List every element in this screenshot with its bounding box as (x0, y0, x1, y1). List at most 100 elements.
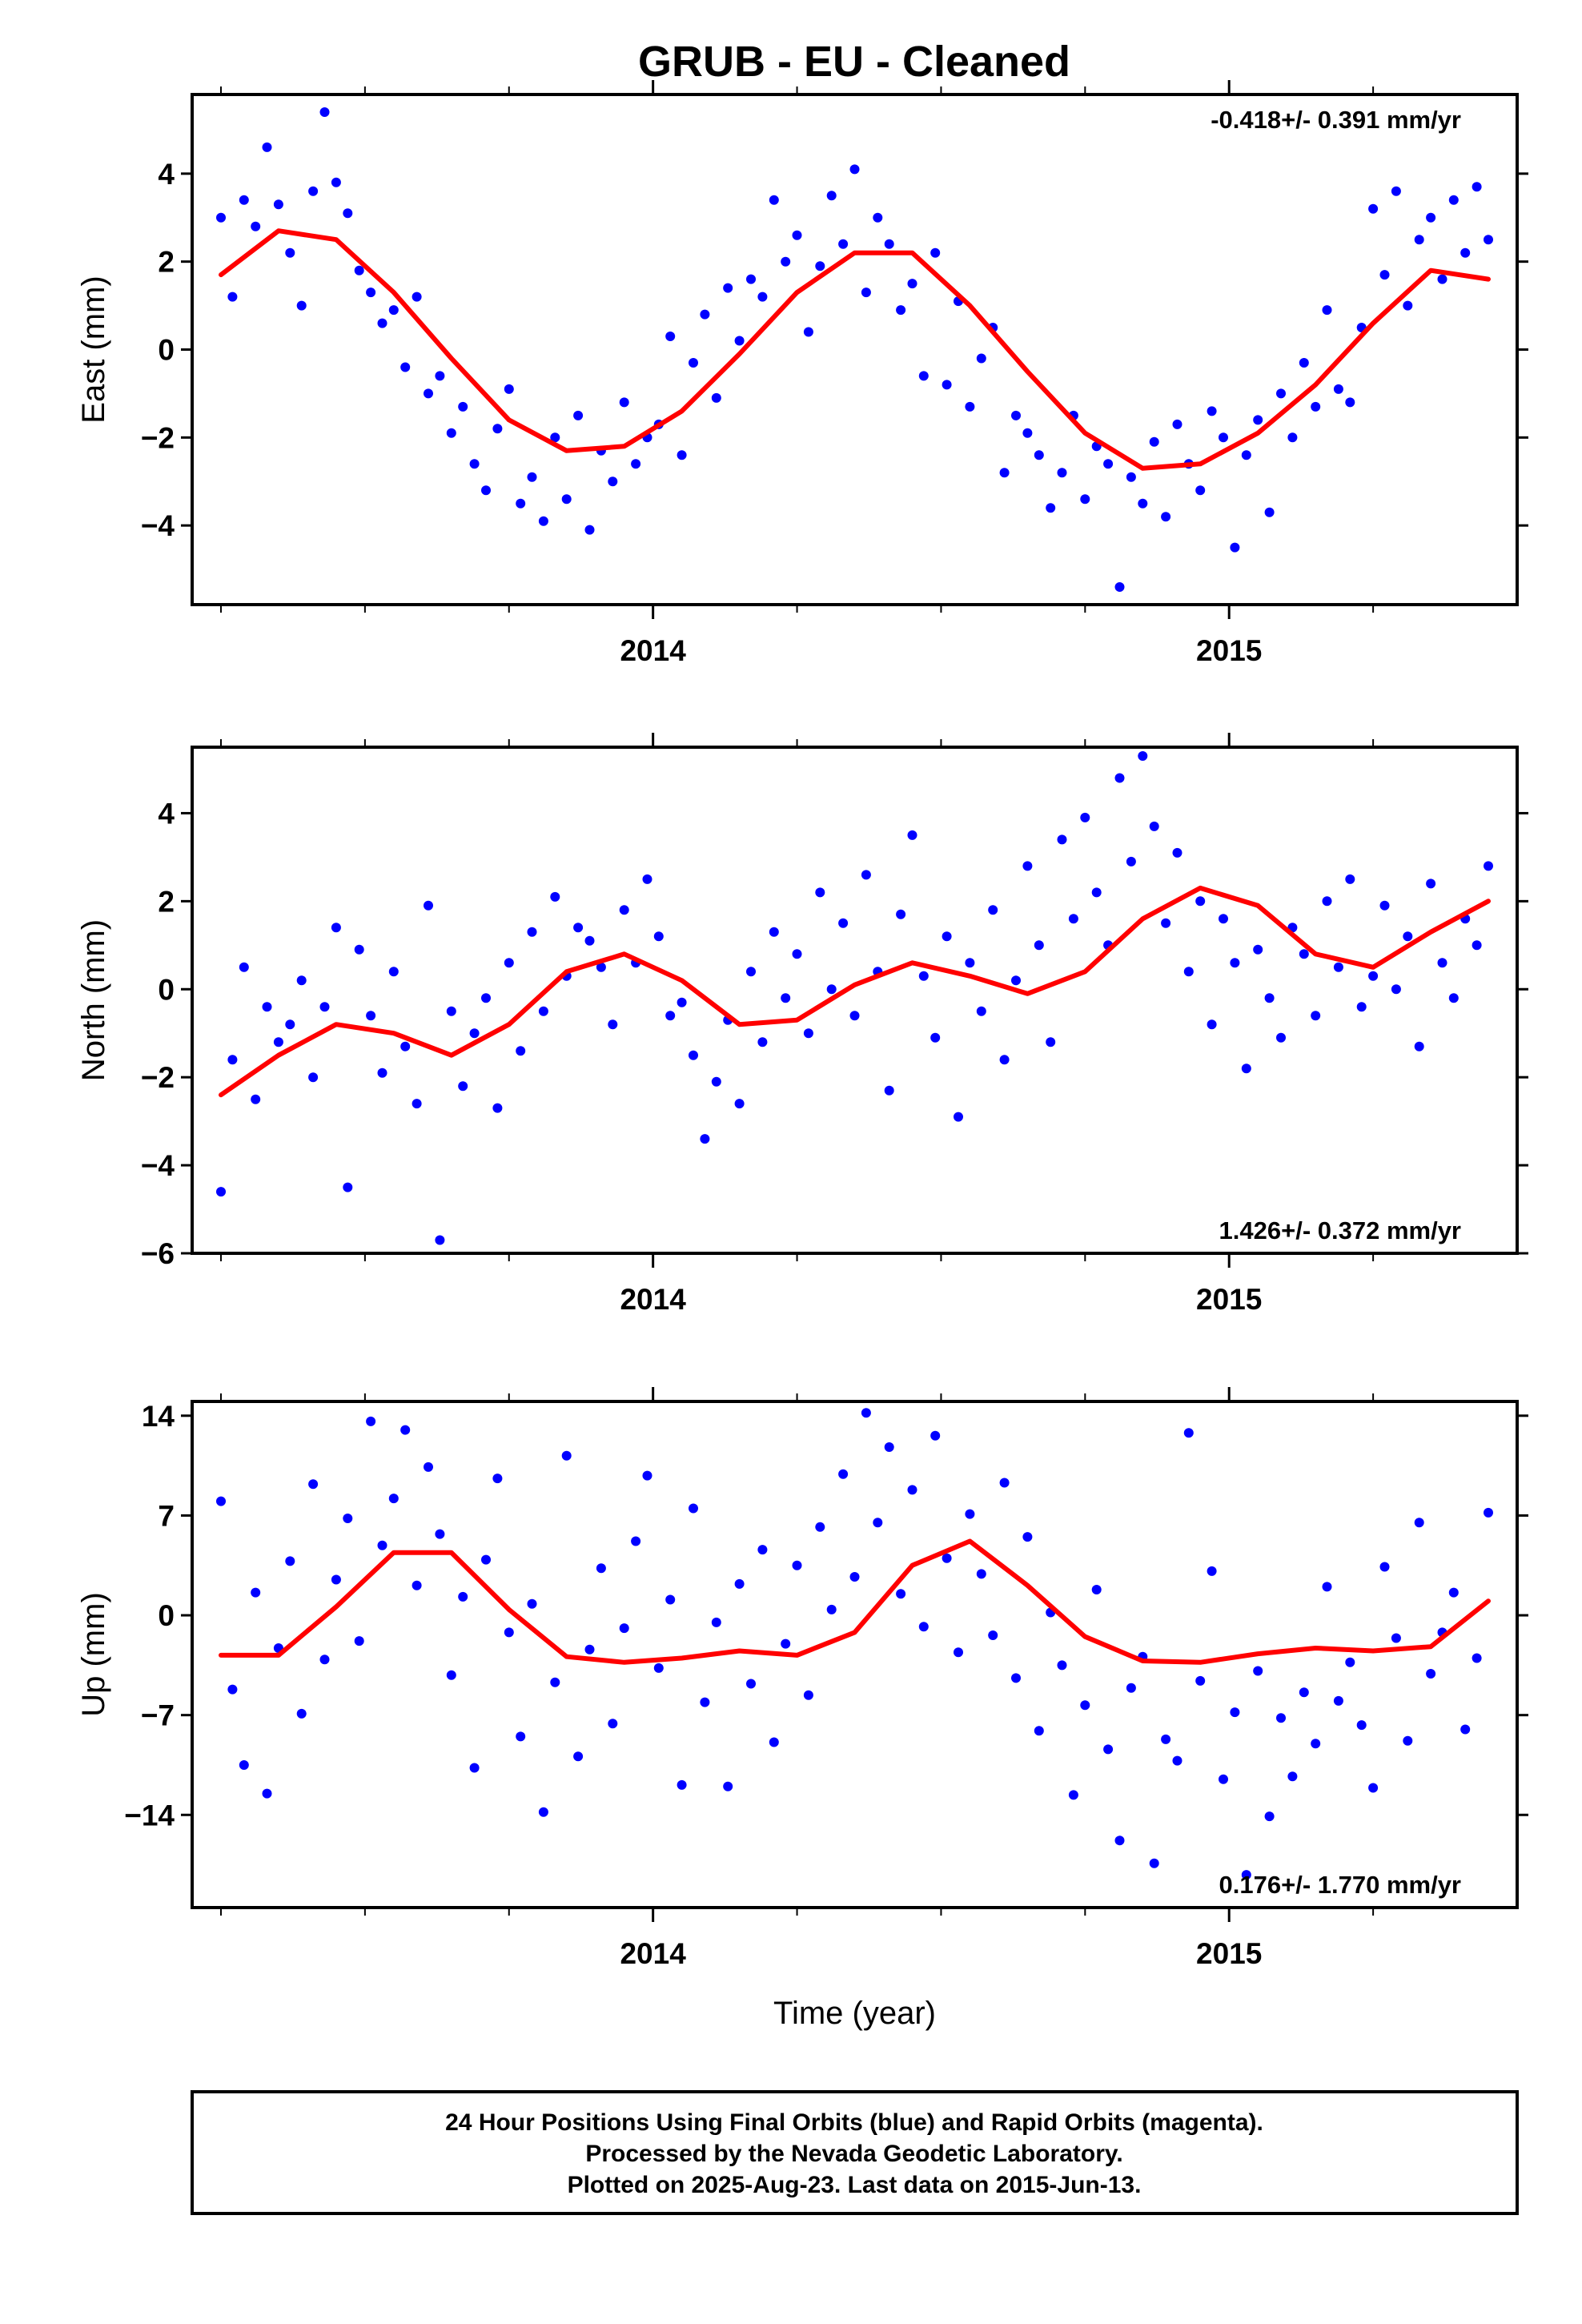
north-point (538, 1006, 548, 1016)
up-point (561, 1450, 572, 1461)
up-point (1287, 1771, 1298, 1782)
up-point (1207, 1566, 1217, 1576)
up-point (689, 1503, 698, 1514)
up-point (319, 1655, 330, 1665)
east-point (239, 195, 249, 205)
north-point (1126, 856, 1136, 866)
north-point (1183, 967, 1194, 977)
north-point (285, 1019, 295, 1030)
east-point (1057, 468, 1067, 478)
north-point (469, 1028, 480, 1039)
north-point (1472, 940, 1482, 951)
east-point (942, 380, 952, 390)
east-ytick-label: 0 (158, 334, 175, 367)
east-point (1230, 542, 1240, 553)
up-point (1426, 1669, 1436, 1679)
east-point (976, 353, 986, 364)
east-point (1460, 247, 1471, 258)
up-point (918, 1622, 929, 1632)
east-point (388, 305, 399, 316)
north-point (988, 905, 998, 915)
east-point (1264, 507, 1275, 517)
north-point (942, 931, 952, 942)
up-point (1241, 1870, 1251, 1880)
up-ytick-label: −14 (124, 1799, 175, 1831)
north-point (1299, 949, 1309, 959)
footer-line-2: Processed by the Nevada Geodetic Laborat… (585, 2141, 1122, 2167)
up-point (1391, 1633, 1401, 1643)
up-point (1311, 1739, 1321, 1749)
east-point (757, 292, 768, 302)
up-point (711, 1617, 721, 1627)
east-point (1414, 235, 1424, 245)
east-point (343, 208, 353, 219)
up-point (296, 1708, 307, 1719)
east-point (1426, 212, 1436, 223)
up-point (608, 1719, 618, 1729)
north-point (596, 962, 606, 972)
north-point (1391, 984, 1401, 995)
up-point (999, 1478, 1010, 1488)
north-point (930, 1032, 941, 1043)
up-point (1253, 1666, 1263, 1676)
up-point (769, 1737, 779, 1747)
east-points (216, 107, 1493, 592)
north-point (504, 958, 514, 968)
east-point (1333, 384, 1343, 394)
north-ylabel: North (mm) (76, 919, 111, 1081)
north-point (584, 935, 595, 946)
east-point (573, 410, 584, 420)
east-point (884, 239, 894, 249)
north-frame (191, 746, 1519, 1255)
up-point (723, 1781, 733, 1791)
east-point (849, 164, 860, 175)
east-ytick-label: −2 (141, 421, 175, 454)
north-fit-line (219, 885, 1491, 1098)
up-point (1034, 1726, 1044, 1736)
east-point (227, 292, 238, 302)
east-point (999, 468, 1010, 478)
east-point (930, 247, 941, 258)
north-xtick-label: 2015 (1196, 1283, 1262, 1316)
up-point (596, 1563, 606, 1574)
east-point (1437, 274, 1447, 284)
up-point (988, 1630, 998, 1640)
up-point (469, 1763, 480, 1773)
east-point (273, 199, 283, 210)
up-point (1230, 1707, 1240, 1718)
east-point (296, 300, 307, 311)
up-point (781, 1638, 791, 1649)
east-point (746, 274, 756, 284)
east-point (665, 332, 676, 341)
up-point (700, 1697, 710, 1707)
up-point (331, 1574, 341, 1585)
east-point (815, 261, 825, 271)
east-point (677, 450, 687, 460)
north-ytick-label: 4 (158, 797, 175, 830)
east-point (1034, 450, 1044, 460)
east-point (1368, 203, 1379, 214)
footer-box: 24 Hour Positions Using Final Orbits (bl… (191, 2090, 1519, 2215)
north-point (965, 958, 975, 968)
up-point (435, 1529, 445, 1539)
north-point (1264, 993, 1275, 1003)
up-point (308, 1479, 319, 1490)
up-point (1403, 1735, 1413, 1746)
up-point (1472, 1653, 1482, 1663)
north-point (792, 949, 802, 959)
east-xtick-label: 2015 (1196, 634, 1262, 667)
up-point (1379, 1562, 1390, 1572)
north-point (1448, 993, 1459, 1003)
north-ytick-label: 2 (158, 885, 175, 918)
north-point (1426, 879, 1436, 889)
east-point (907, 279, 917, 289)
up-point (1161, 1734, 1171, 1744)
north-point (446, 1006, 456, 1016)
east-point (873, 212, 883, 223)
north-ytick-label: −4 (141, 1149, 175, 1182)
up-point (815, 1522, 825, 1532)
up-point (412, 1580, 422, 1590)
up-point (1172, 1755, 1182, 1766)
east-point (527, 472, 537, 482)
